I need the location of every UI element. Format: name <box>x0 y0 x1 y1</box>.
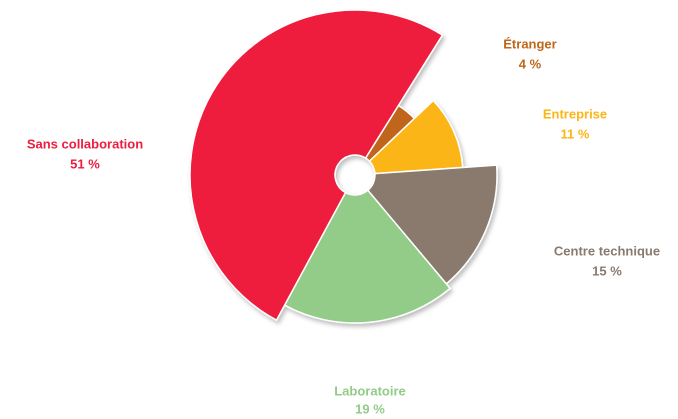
slice-label: Sans collaboration <box>27 136 143 151</box>
slice-label: Laboratoire <box>334 383 406 398</box>
pie <box>189 9 498 324</box>
slice-label: Centre technique <box>554 243 660 258</box>
slice-value: 19 % <box>355 401 385 416</box>
slice-label: Entreprise <box>543 106 607 121</box>
wedge <box>283 189 452 324</box>
slice-value: 15 % <box>592 263 622 278</box>
wedge <box>366 164 498 285</box>
slice-value: 51 % <box>70 156 100 171</box>
wedge <box>189 9 444 322</box>
slice-label: Étranger <box>503 36 556 51</box>
wedge <box>368 99 464 175</box>
slice-value: 11 % <box>561 126 590 141</box>
slice-value: 4 % <box>519 56 542 71</box>
